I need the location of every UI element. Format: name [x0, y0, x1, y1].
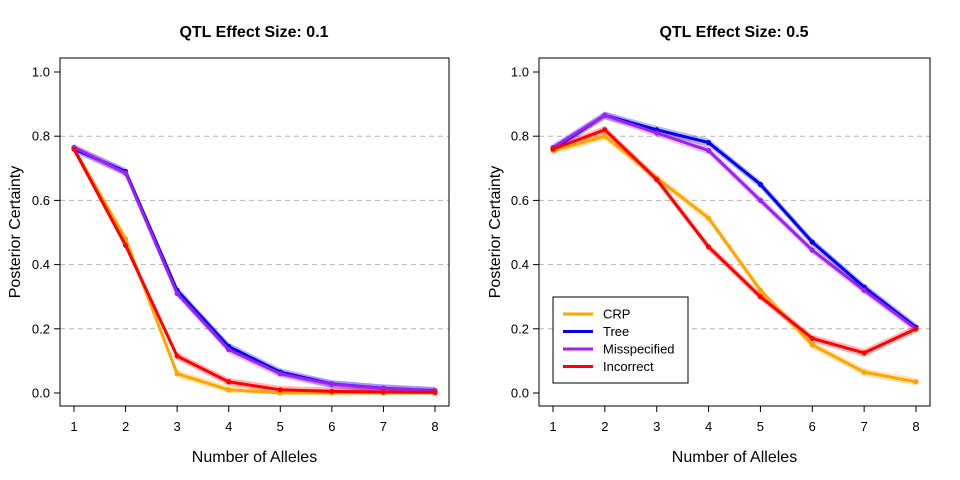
panel-1: QTL Effect Size: 0.1 0.0 0.2 0.4 0.6 0.8 1.0 1 2… [7, 24, 450, 466]
data-point-tree [757, 181, 764, 187]
x-tick-label: 4 [225, 419, 232, 434]
y-tick-label: 0.0 [32, 386, 50, 401]
data-point-incorrect [654, 176, 660, 183]
data-point-incorrect [861, 350, 867, 356]
x-axis-label: Number of Alleles [192, 449, 317, 466]
data-point-incorrect [705, 244, 712, 250]
data-point-incorrect [809, 335, 815, 342]
data-point-crp [602, 133, 608, 139]
series-line-tree [551, 113, 918, 329]
data-point-crp [913, 379, 919, 385]
legend-label-incorrect: Incorrect [603, 359, 654, 374]
legend-label-tree: Tree [603, 324, 629, 339]
data-point-misspecified [122, 170, 129, 176]
y-tick-label: 0.2 [511, 321, 529, 336]
data-point-incorrect [757, 294, 764, 300]
data-point-crp [861, 369, 867, 375]
data-point-incorrect [550, 146, 556, 152]
series-line-misspecified [551, 113, 918, 331]
series-line-tree [72, 147, 437, 393]
data-point-incorrect [226, 379, 232, 385]
data-point-incorrect [174, 353, 180, 359]
x-tick-label: 6 [809, 419, 816, 434]
data-point-misspecified [705, 148, 712, 154]
x-tick-label: 4 [705, 419, 712, 434]
data-point-crp [174, 371, 180, 377]
data-point-crp [226, 387, 232, 393]
y-tick-label: 1.0 [32, 65, 50, 80]
data-point-incorrect [329, 388, 335, 394]
data-point-misspecified [809, 247, 815, 253]
y-axis-label: Posterior Certainty [487, 166, 504, 299]
data-point-crp [757, 287, 764, 293]
data-point-tree [705, 140, 712, 146]
data-point-misspecified [757, 197, 764, 203]
x-tick-label: 5 [277, 419, 284, 434]
y-tick-label: 0.2 [32, 321, 50, 336]
data-point-misspecified [277, 371, 283, 377]
data-point-misspecified [329, 381, 335, 387]
x-tick-label: 2 [601, 419, 608, 434]
x-tick-label: 7 [380, 419, 387, 434]
chart-title: QTL Effect Size: 0.1 [179, 24, 328, 41]
x-tick-label: 2 [122, 419, 129, 434]
series-band-misspecified [74, 143, 435, 393]
plot-frame [59, 57, 450, 407]
x-tick-label: 3 [174, 419, 181, 434]
data-point-misspecified [861, 287, 867, 293]
data-point-crp [809, 342, 815, 348]
x-tick-label: 1 [549, 419, 556, 434]
plot-frame [538, 57, 931, 407]
legend-box [552, 296, 689, 384]
data-point-misspecified [654, 130, 660, 136]
series-line-incorrect [551, 128, 918, 355]
series-line-incorrect [72, 147, 437, 394]
data-point-misspecified [226, 347, 232, 353]
x-tick-label: 8 [431, 419, 438, 434]
x-tick-label: 7 [861, 419, 868, 434]
data-point-misspecified [602, 112, 608, 118]
y-tick-label: 0.6 [32, 193, 50, 208]
x-axis-label: Number of Alleles [672, 449, 797, 466]
y-tick-label: 0.8 [32, 129, 50, 144]
y-tick-label: 0.6 [511, 193, 529, 208]
data-point-incorrect [432, 389, 438, 395]
legend-label-misspecified: Misspecified [603, 342, 675, 357]
panel-2: QTL Effect Size: 0.5 0.0 0.2 0.4 0.6 0.8 1.0 1 2… [487, 24, 931, 466]
data-point-tree [809, 239, 815, 245]
y-tick-label: 0.4 [511, 257, 529, 272]
data-point-crp [705, 215, 712, 221]
y-axis-label: Posterior Certainty [7, 166, 24, 299]
legend: CRP Tree Misspecified Incorrect [552, 296, 689, 384]
series-line-misspecified [72, 145, 437, 393]
data-point-incorrect [71, 146, 77, 152]
series-line-crp [551, 134, 918, 384]
y-tick-label: 0.0 [511, 386, 529, 401]
y-tick-label: 0.8 [511, 129, 529, 144]
data-point-incorrect [913, 326, 919, 332]
x-tick-label: 1 [70, 419, 77, 434]
data-point-misspecified [174, 290, 180, 297]
data-point-incorrect [380, 389, 387, 395]
y-tick-label: 0.4 [32, 257, 50, 272]
legend-label-crp: CRP [603, 307, 630, 322]
x-tick-label: 5 [757, 419, 764, 434]
y-tick-label: 1.0 [511, 65, 529, 80]
data-point-incorrect [277, 387, 283, 393]
data-point-incorrect [122, 242, 129, 248]
x-tick-label: 8 [912, 419, 919, 434]
data-point-incorrect [602, 127, 608, 133]
x-tick-label: 6 [328, 419, 335, 434]
x-tick-label: 3 [653, 419, 660, 434]
chart-title: QTL Effect Size: 0.5 [659, 24, 808, 41]
